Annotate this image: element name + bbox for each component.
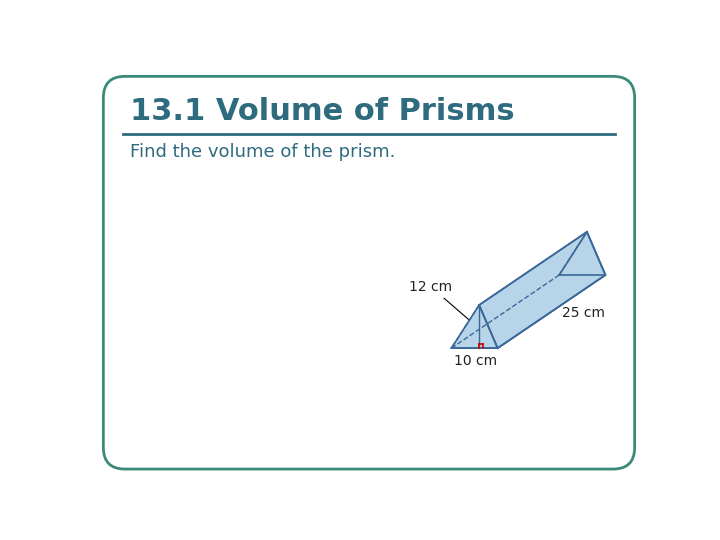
Polygon shape [451, 305, 498, 348]
Text: 25 cm: 25 cm [562, 306, 606, 320]
Polygon shape [451, 275, 606, 348]
Text: 10 cm: 10 cm [454, 354, 498, 368]
Polygon shape [479, 232, 606, 348]
FancyBboxPatch shape [104, 76, 634, 469]
Text: Find the volume of the prism.: Find the volume of the prism. [130, 143, 396, 161]
Polygon shape [559, 232, 606, 275]
Text: 13.1 Volume of Prisms: 13.1 Volume of Prisms [130, 97, 515, 126]
Text: 12 cm: 12 cm [409, 280, 474, 325]
Polygon shape [451, 232, 587, 348]
